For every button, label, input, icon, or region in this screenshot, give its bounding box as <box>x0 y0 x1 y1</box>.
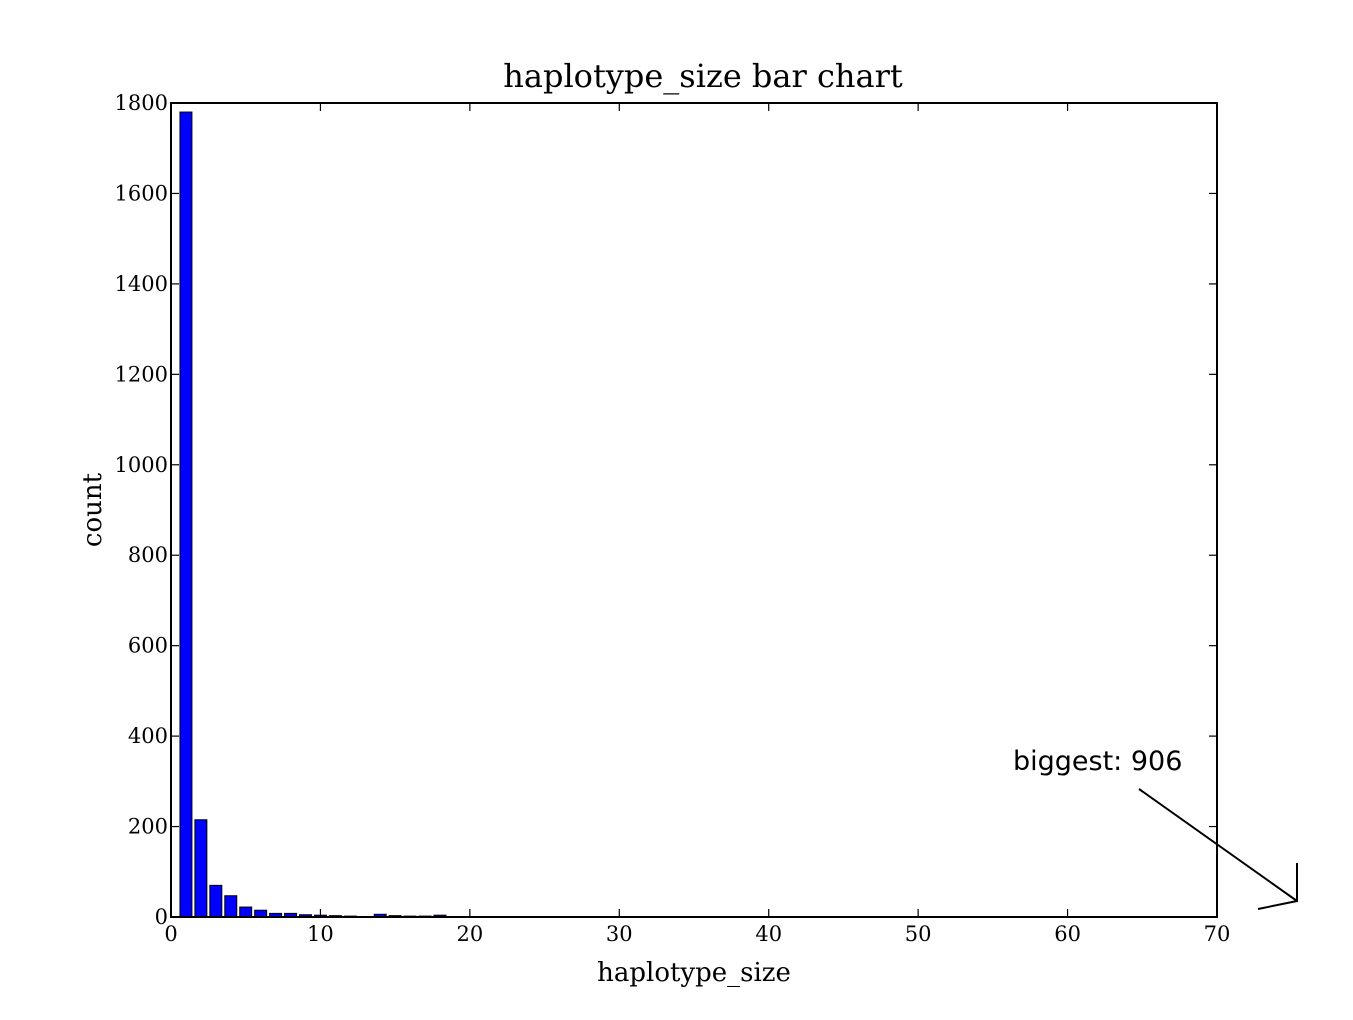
y-tick-label: 800 <box>128 543 168 567</box>
x-tick-label: 10 <box>307 922 334 946</box>
bar-6 <box>254 909 268 918</box>
x-tick-label: 0 <box>164 922 177 946</box>
y-tick-label: 1600 <box>115 181 168 205</box>
plot-frame <box>170 102 1218 918</box>
x-tick-label: 50 <box>905 922 932 946</box>
x-tick-label: 40 <box>755 922 782 946</box>
annotation-arrowhead <box>1257 863 1298 910</box>
y-tick-label: 0 <box>155 905 168 929</box>
y-axis-label: count <box>78 472 108 547</box>
bar-5 <box>239 906 253 918</box>
y-tick-label: 200 <box>128 815 168 839</box>
x-tick-label: 20 <box>456 922 483 946</box>
x-tick-label: 70 <box>1204 922 1231 946</box>
y-tick-label: 400 <box>128 724 168 748</box>
x-axis-label: haplotype_size <box>597 958 791 988</box>
bar-3 <box>209 884 223 918</box>
bar-4 <box>224 895 238 918</box>
chart-title: haplotype_size bar chart <box>503 57 903 95</box>
y-tick-label: 1200 <box>115 362 168 386</box>
annotation-arrow-line <box>1138 788 1298 902</box>
y-tick-label: 1400 <box>115 272 168 296</box>
y-tick-label: 1800 <box>115 91 168 115</box>
x-tick-label: 30 <box>606 922 633 946</box>
annotation-text: biggest: 906 <box>1013 746 1182 777</box>
ticks-group: 0 10 20 30 40 50 60 70 0 200 400 600 800 1000 1200 1400… <box>115 91 1231 946</box>
bar-2 <box>194 819 208 918</box>
bars-group <box>179 111 686 918</box>
bar-1 <box>179 111 193 918</box>
x-tick-label: 60 <box>1054 922 1081 946</box>
y-tick-label: 1000 <box>115 453 168 477</box>
y-tick-label: 600 <box>128 634 168 658</box>
